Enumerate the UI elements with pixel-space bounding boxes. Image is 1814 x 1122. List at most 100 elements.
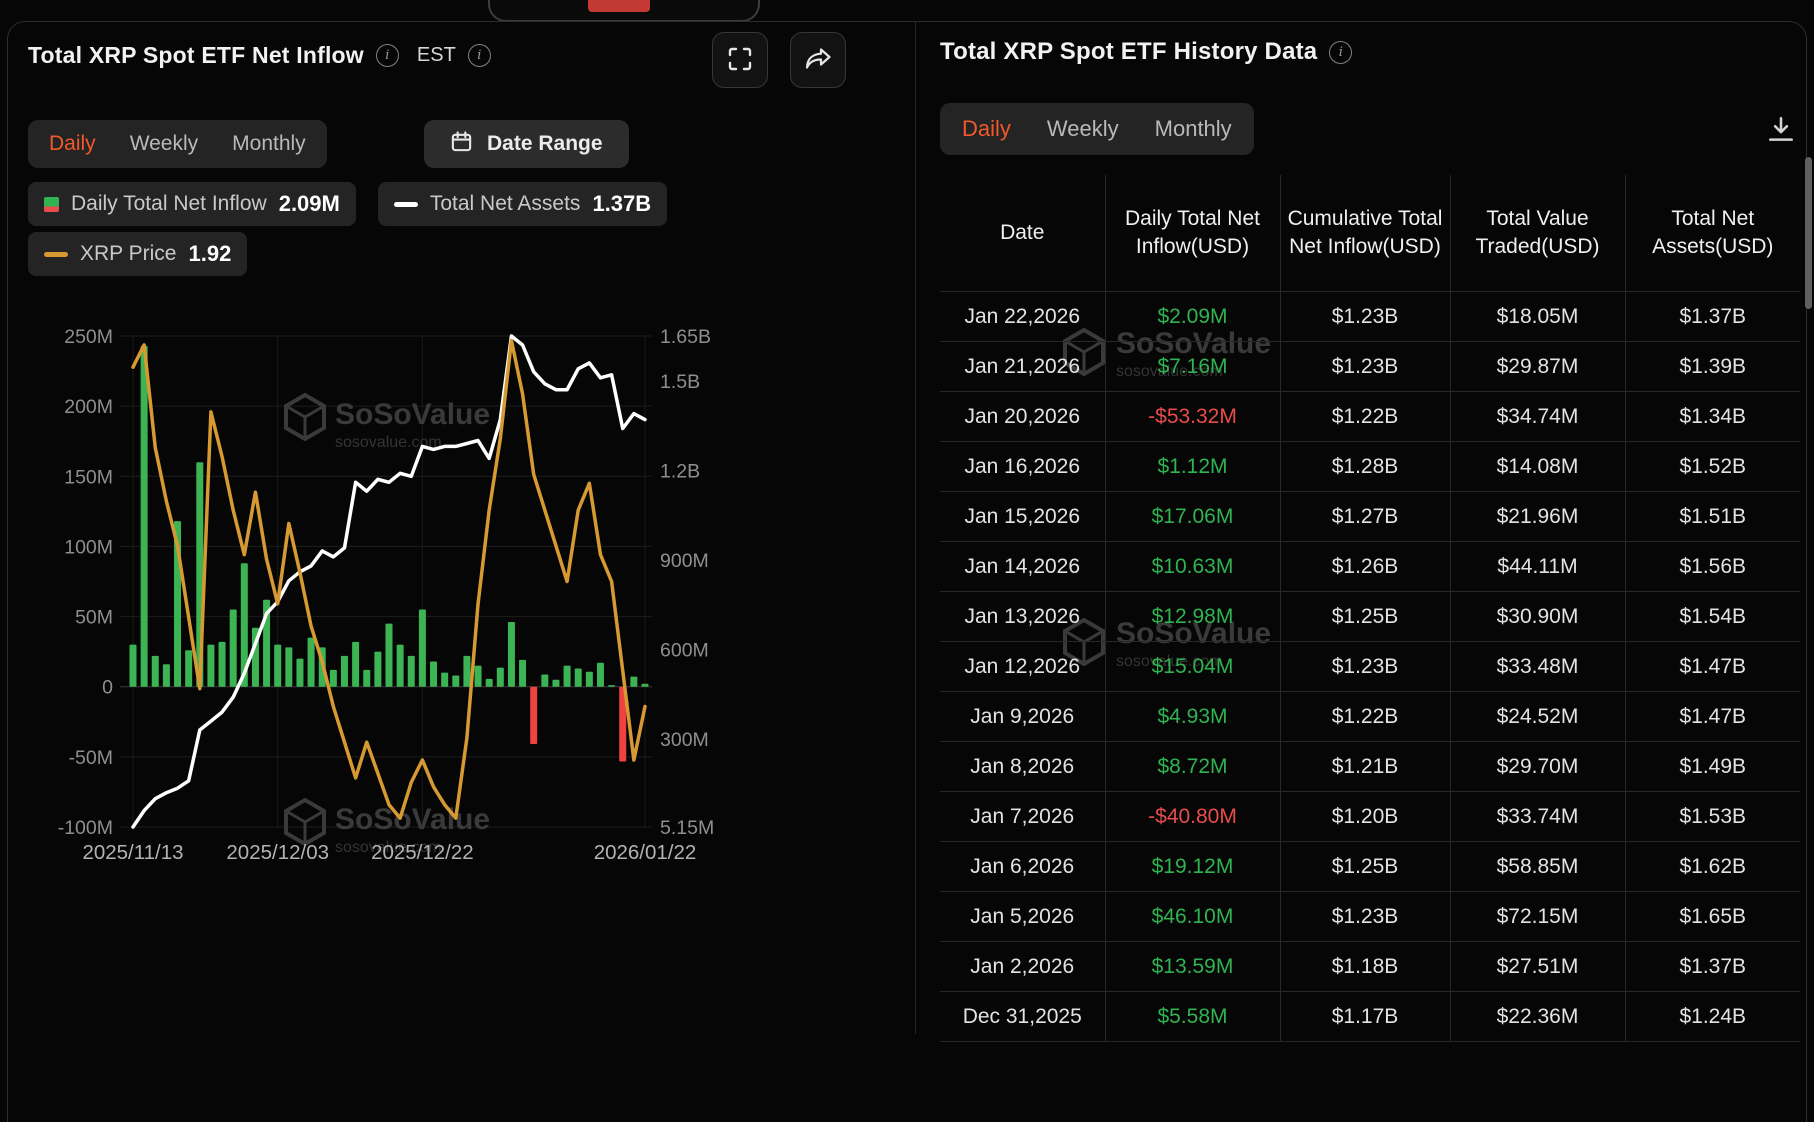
table-row: Jan 12,2026 $15.04M $1.23B $33.48M $1.47B (940, 641, 1800, 692)
col-header-value-traded: Total Value Traded(USD) (1449, 175, 1625, 292)
download-button[interactable] (1761, 110, 1801, 153)
tab-weekly[interactable]: Weekly (113, 120, 215, 168)
table-tab-daily[interactable]: Daily (944, 103, 1029, 155)
price-line-icon (44, 251, 68, 257)
date-range-button[interactable]: Date Range (424, 120, 629, 168)
svg-text:1.2B: 1.2B (660, 460, 700, 482)
chart-area: SoSoValue sosovalue.com SoSoValue sosovalue… (0, 298, 790, 883)
cell-value-traded: $29.87M (1449, 341, 1625, 392)
cell-cumulative-inflow: $1.23B (1279, 291, 1450, 342)
cell-daily-inflow: $12.98M (1104, 591, 1280, 642)
table-row: Jan 5,2026 $46.10M $1.23B $72.15M $1.65B (940, 891, 1800, 942)
svg-text:SoSoValue: SoSoValue (335, 803, 490, 836)
svg-text:1.5B: 1.5B (660, 371, 700, 393)
col-header-cumulative-inflow: Cumulative Total Net Inflow(USD) (1279, 175, 1450, 292)
cell-date: Jan 8,2026 (940, 741, 1105, 792)
fullscreen-button[interactable] (712, 32, 768, 88)
cell-daily-inflow: $1.12M (1104, 441, 1280, 492)
cell-value-traded: $44.11M (1449, 541, 1625, 592)
chart-watermark: SoSoValue sosovalue.com (284, 392, 490, 451)
cell-date: Jan 15,2026 (940, 491, 1105, 542)
svg-text:150M: 150M (64, 466, 113, 488)
legend-xrp-price[interactable]: XRP Price 1.92 (28, 232, 248, 276)
cell-cumulative-inflow: $1.23B (1279, 641, 1450, 692)
svg-text:sosovalue.com: sosovalue.com (335, 839, 442, 856)
chart-title: Total XRP Spot ETF Net Inflow (28, 42, 364, 68)
price-line (131, 338, 647, 820)
svg-text:0: 0 (102, 677, 113, 699)
cell-net-assets: $1.39B (1624, 341, 1800, 392)
table-title-row: Total XRP Spot ETF History Data i (940, 38, 1353, 66)
top-red-badge-fragment (588, 0, 650, 12)
table-tab-weekly[interactable]: Weekly (1029, 103, 1137, 155)
cell-cumulative-inflow: $1.22B (1279, 391, 1450, 442)
cell-date: Jan 21,2026 (940, 341, 1105, 392)
cell-daily-inflow: -$53.32M (1104, 391, 1280, 442)
table-header-row: Date Daily Total Net Inflow(USD) Cumulat… (940, 175, 1800, 292)
cell-date: Jan 6,2026 (940, 841, 1105, 892)
panel-divider (915, 22, 916, 1034)
legend-label: XRP Price (80, 242, 177, 265)
table-row: Jan 21,2026 $7.16M $1.23B $29.87M $1.39B (940, 341, 1800, 392)
share-icon (804, 46, 832, 75)
cell-date: Jan 22,2026 (940, 291, 1105, 342)
cell-net-assets: $1.65B (1624, 891, 1800, 942)
cell-cumulative-inflow: $1.18B (1279, 941, 1450, 992)
cell-cumulative-inflow: $1.25B (1279, 841, 1450, 892)
cell-cumulative-inflow: $1.28B (1279, 441, 1450, 492)
tab-monthly[interactable]: Monthly (215, 120, 323, 168)
cell-net-assets: $1.53B (1624, 791, 1800, 842)
share-button[interactable] (790, 32, 846, 88)
chart-actions (712, 32, 846, 88)
legend-total-net-assets[interactable]: Total Net Assets 1.37B (377, 182, 668, 226)
cell-date: Jan 7,2026 (940, 791, 1105, 842)
svg-text:-100M: -100M (58, 817, 113, 839)
cell-date: Jan 2,2026 (940, 941, 1105, 992)
cell-value-traded: $30.90M (1449, 591, 1625, 642)
svg-text:1.65B: 1.65B (660, 326, 711, 348)
est-label: EST (416, 44, 456, 66)
table-period-tabs: Daily Weekly Monthly (940, 103, 1254, 155)
cell-daily-inflow: $17.06M (1104, 491, 1280, 542)
etf-flow-chart[interactable]: SoSoValue sosovalue.com SoSoValue sosovalue… (0, 298, 790, 883)
legend-value: 1.92 (188, 241, 232, 266)
cell-value-traded: $34.74M (1449, 391, 1625, 442)
legend-daily-net-inflow[interactable]: Daily Total Net Inflow 2.09M (28, 182, 356, 226)
chart-watermark: SoSoValue sosovalue.com (284, 797, 490, 856)
chart-axis-labels: 250M 200M 150M 100M 50M 0 -50M -100M 1.65B 1.5B 1.… (58, 326, 714, 864)
svg-text:5.15M: 5.15M (660, 817, 714, 839)
cell-net-assets: $1.37B (1624, 941, 1800, 992)
cell-value-traded: $58.85M (1449, 841, 1625, 892)
est-info-icon[interactable]: i (467, 44, 491, 67)
cell-net-assets: $1.49B (1624, 741, 1800, 792)
cell-date: Jan 14,2026 (940, 541, 1105, 592)
cell-date: Jan 16,2026 (940, 441, 1105, 492)
cell-value-traded: $72.15M (1449, 891, 1625, 942)
info-icon[interactable]: i (375, 44, 399, 67)
tab-daily[interactable]: Daily (32, 120, 113, 168)
cell-date: Jan 12,2026 (940, 641, 1105, 692)
cell-net-assets: $1.51B (1624, 491, 1800, 542)
svg-text:2025/11/13: 2025/11/13 (82, 841, 183, 864)
download-icon (1765, 116, 1797, 149)
fullscreen-icon (727, 46, 753, 75)
cell-net-assets: $1.52B (1624, 441, 1800, 492)
svg-text:50M: 50M (75, 607, 113, 629)
table-info-icon[interactable]: i (1329, 40, 1353, 64)
chart-title-row: Total XRP Spot ETF Net Inflow i EST i (28, 42, 491, 69)
cell-cumulative-inflow: $1.17B (1279, 991, 1450, 1042)
table-scrollbar-thumb[interactable] (1805, 157, 1812, 309)
legend-label: Total Net Assets (429, 192, 581, 215)
cell-net-assets: $1.34B (1624, 391, 1800, 442)
table-tab-monthly[interactable]: Monthly (1137, 103, 1250, 155)
cell-daily-inflow: -$40.80M (1104, 791, 1280, 842)
cell-net-assets: $1.47B (1624, 641, 1800, 692)
cell-value-traded: $24.52M (1449, 691, 1625, 742)
cell-value-traded: $33.48M (1449, 641, 1625, 692)
svg-text:2025/12/03: 2025/12/03 (226, 841, 329, 864)
history-table-body: Jan 22,2026 $2.09M $1.23B $18.05M $1.37B Jan … (940, 291, 1800, 1042)
table-row: Dec 31,2025 $5.58M $1.17B $22.36M $1.24B (940, 991, 1800, 1042)
table-row: Jan 6,2026 $19.12M $1.25B $58.85M $1.62B (940, 841, 1800, 892)
cell-value-traded: $18.05M (1449, 291, 1625, 342)
cell-value-traded: $22.36M (1449, 991, 1625, 1042)
